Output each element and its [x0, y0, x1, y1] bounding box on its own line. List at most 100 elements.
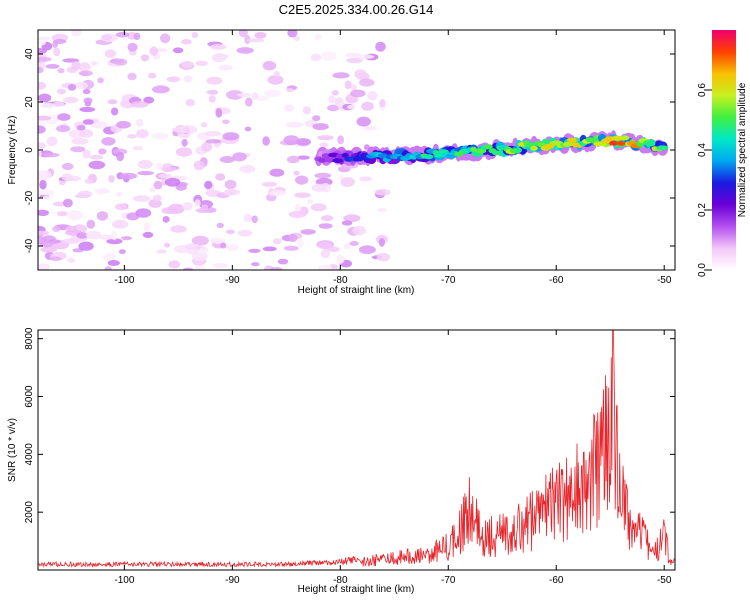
- spectrogram-noise-cell: [63, 198, 73, 208]
- spectrogram-noise-cell: [77, 190, 93, 198]
- spectrogram-noise-cell: [53, 47, 61, 57]
- spectrogram-noise-cell: [254, 32, 267, 39]
- spectrogram-noise-cell: [337, 135, 344, 145]
- y-tick-label: 0: [24, 147, 35, 153]
- spectrogram-noise-cell: [191, 251, 208, 261]
- spectrogram-ridge-cell: [566, 137, 577, 143]
- spectrogram-noise-cell: [56, 88, 66, 95]
- spectrogram-noise-cell: [38, 81, 47, 90]
- spectrogram-noise-cell: [331, 90, 339, 96]
- spectrogram-noise-cell: [222, 119, 230, 125]
- spectrogram-noise-cell: [71, 30, 82, 37]
- spectrogram-noise-cell: [114, 58, 128, 66]
- spectrogram-noise-cell: [248, 248, 261, 253]
- spectrogram-noise-cell: [277, 258, 289, 265]
- spectrogram-noise-cell: [332, 72, 350, 79]
- spectrogram-noise-cell: [88, 160, 106, 170]
- spectrogram-noise-cell: [284, 104, 295, 112]
- spectrogram-noise-cell: [262, 246, 277, 252]
- spectrogram-noise-cell: [314, 172, 332, 179]
- spectrogram-noise-cell: [155, 162, 163, 170]
- spectrogram-noise-cell: [38, 230, 50, 236]
- spectrogram-noise-cell: [85, 230, 102, 240]
- snr-series-line: [38, 330, 675, 568]
- spectrogram-noise-cell: [182, 267, 194, 270]
- spectrogram-noise-cell: [307, 199, 314, 204]
- x-tick-label: -100: [114, 575, 134, 586]
- y-tick-label: 4000: [24, 443, 35, 466]
- spectrogram-noise-cell: [251, 92, 259, 100]
- spectrogram-noise-cell: [194, 199, 201, 207]
- spectrogram-noise-cell: [297, 155, 310, 160]
- spectrogram-noise-cell: [108, 175, 115, 183]
- spectrogram-noise-cell: [38, 93, 52, 103]
- spectrogram-noise-cell: [211, 53, 227, 63]
- spectrogram-noise-cell: [285, 121, 304, 128]
- x-tick-label: -90: [225, 275, 240, 286]
- spectrogram-noise-cell: [343, 214, 361, 223]
- spectrogram-noise-cell: [201, 204, 209, 211]
- spectrogram-noise-cell: [216, 222, 224, 228]
- spectrogram-noise-cell: [39, 179, 47, 190]
- spectrogram-noise-cell: [293, 170, 300, 176]
- spectrogram-noise-cell: [347, 104, 357, 110]
- spectrogram-noise-cell: [244, 34, 251, 45]
- spectrogram-noise-cell: [345, 52, 361, 58]
- spectrogram-noise-cell: [45, 64, 60, 69]
- spectrogram-noise-cell: [115, 191, 123, 197]
- spectrogram-x-axis: -100 -90 -80 -70 -60 -50: [114, 30, 672, 286]
- colorbar-tick-label: 0.2: [697, 203, 708, 217]
- colorbar-bar: [712, 30, 736, 270]
- spectrogram-noise-cell: [208, 95, 216, 103]
- spectrogram-noise-cell: [143, 222, 151, 232]
- y-tick-label: 20: [24, 96, 35, 108]
- spectrogram-noise-cell: [168, 260, 181, 269]
- spectrogram-noise-cell: [204, 180, 213, 190]
- spectrogram-noise-cell: [38, 115, 52, 121]
- spectrogram-noise-cell: [38, 60, 46, 69]
- spectrogram-noise-cell: [294, 203, 301, 213]
- spectrogram-noise-cell: [89, 154, 104, 160]
- spectrogram-noise-cell: [98, 148, 107, 155]
- spectrogram-noise-cell: [201, 122, 208, 128]
- snr-panel: -100 -90 -80 -70 -60 -50 2000 4000 6000 8000 Hei…: [7, 327, 676, 595]
- spectrogram-noise-cell: [288, 234, 298, 242]
- spectrogram-ridge-cell: [563, 141, 574, 147]
- snr-frame: [37, 329, 676, 571]
- spectrogram-noise-cell: [38, 48, 47, 54]
- spectrogram-noise-cell: [71, 61, 81, 71]
- spectrogram-noise-cell: [66, 210, 83, 221]
- spectrogram-noise-cell: [82, 88, 91, 95]
- y-tick-label: -40: [24, 238, 35, 253]
- spectrogram-ridge-cell: [611, 135, 623, 141]
- spectrogram-noise-cell: [239, 165, 256, 174]
- spectrogram-noise-cell: [359, 78, 375, 87]
- spectrogram-noise-cell: [82, 149, 91, 159]
- spectrogram-noise-cell: [328, 95, 336, 104]
- spectrogram-noise-cell: [251, 215, 258, 224]
- spectrogram-noise-cell: [84, 178, 94, 184]
- spectrogram-noise-cell: [356, 116, 371, 127]
- spectrogram-noise-cell: [57, 113, 71, 121]
- spectrogram-noise-cell: [132, 146, 144, 151]
- spectrogram-ridge-cell: [341, 152, 349, 158]
- spectrogram-noise-cell: [104, 266, 112, 270]
- spectrogram-noise-cell: [79, 129, 94, 138]
- spectrogram-noise-cell: [127, 72, 137, 81]
- spectrogram-noise-cell: [64, 96, 78, 104]
- spectrogram-noise-cell: [135, 118, 144, 128]
- spectrogram-y-label: Frequency (Hz): [7, 116, 18, 185]
- x-tick-label: -80: [333, 575, 348, 586]
- spectrogram-noise-cell: [158, 173, 172, 179]
- spectrogram-noise-cell: [376, 252, 390, 262]
- spectrogram-noise-cell: [180, 39, 192, 45]
- spectrogram-noise-cell: [43, 152, 60, 158]
- spectrogram-ridge-cell: [609, 140, 618, 146]
- spectrogram-noise-cell: [67, 84, 77, 91]
- spectrogram-noise-cell: [38, 209, 49, 216]
- spectrogram-noise-cell: [269, 168, 285, 177]
- spectrogram-noise-cell: [181, 138, 188, 147]
- spectrogram-noise-cell: [65, 175, 81, 182]
- spectrogram-noise-cell: [363, 125, 378, 131]
- spectrogram-noise-cell: [223, 188, 241, 196]
